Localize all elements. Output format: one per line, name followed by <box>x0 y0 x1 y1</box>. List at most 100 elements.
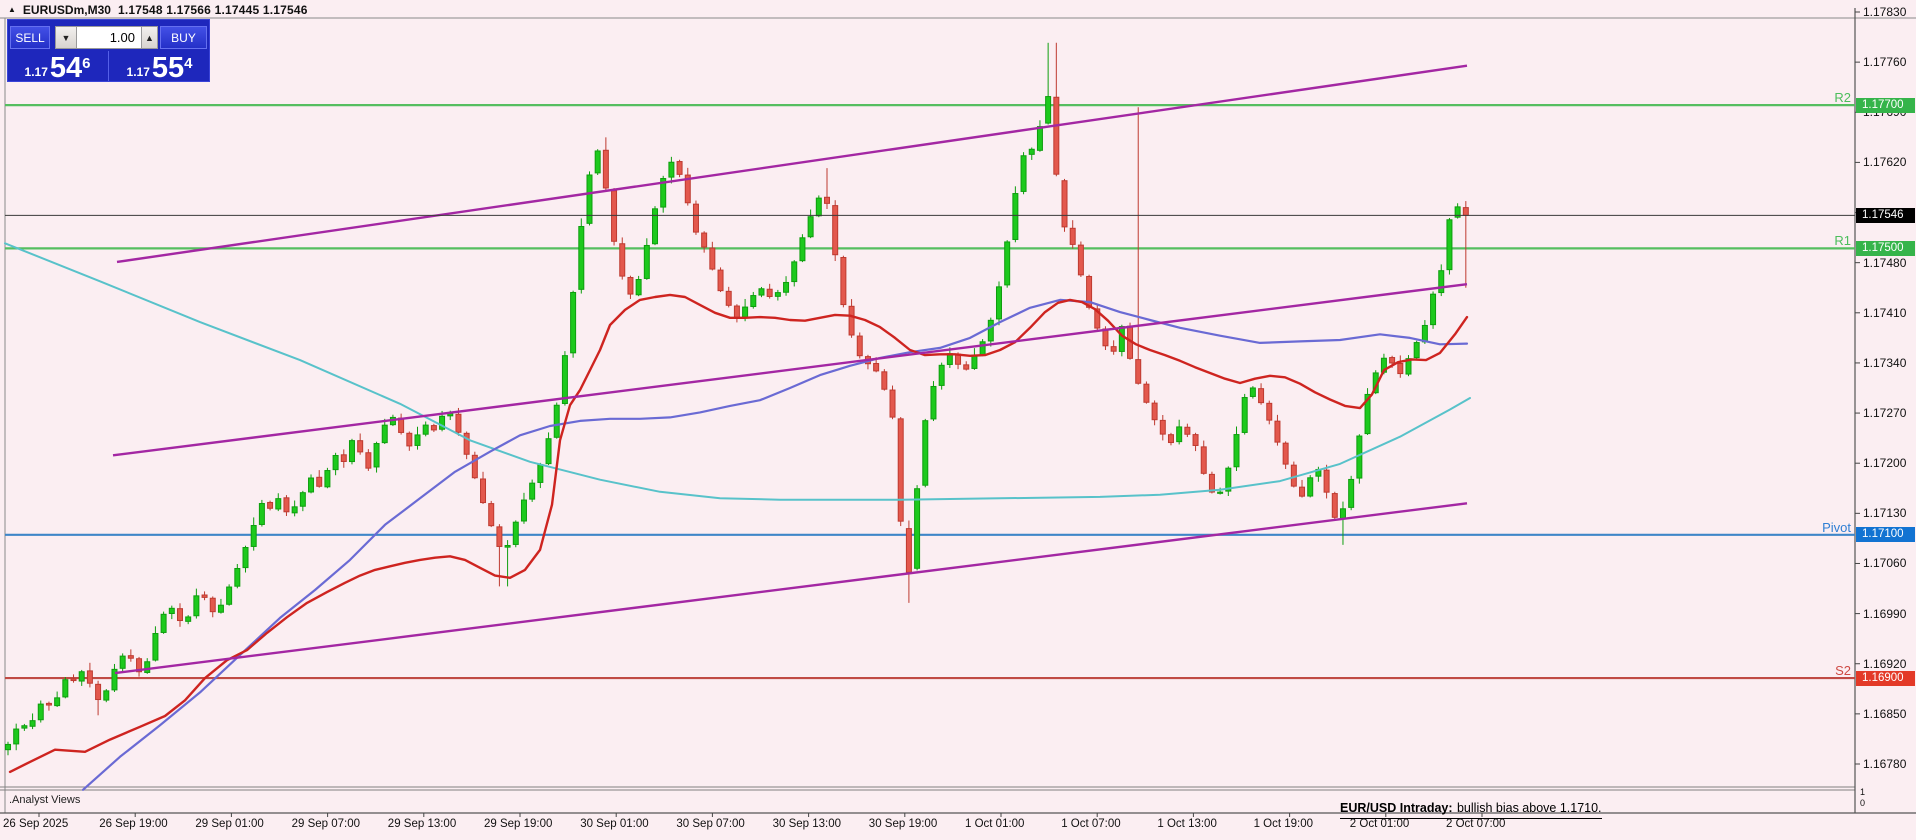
bid-price[interactable]: 1.17 54 6 <box>7 51 109 83</box>
price-tick-label: 1.17480 <box>1863 255 1907 270</box>
candle <box>848 305 855 336</box>
time-tick-label: 30 Sep 13:00 <box>772 818 842 830</box>
chart-title-bar: ▲ EURUSDm,M30 1.17548 1.17566 1.17445 1.… <box>8 2 308 17</box>
candle <box>250 525 257 547</box>
candle <box>348 440 355 463</box>
candle <box>54 697 61 707</box>
candle <box>1258 388 1265 404</box>
subwindow-scale-max: 1 <box>1860 787 1866 797</box>
candle <box>750 295 757 308</box>
candle <box>316 476 323 487</box>
candle <box>529 482 536 500</box>
buy-button[interactable]: BUY <box>160 26 207 49</box>
candle <box>504 544 511 548</box>
candle <box>1405 358 1412 375</box>
candle <box>1413 342 1420 359</box>
candle <box>463 432 470 455</box>
candle <box>979 341 986 356</box>
candle <box>987 319 994 342</box>
candle <box>1167 434 1174 444</box>
candle <box>381 424 388 444</box>
candles-layer[interactable] <box>5 42 1469 756</box>
candle <box>930 385 937 420</box>
price-tick-label: 1.17130 <box>1863 506 1907 521</box>
price-tick-label: 1.17830 <box>1863 5 1907 19</box>
candle <box>455 413 462 433</box>
indicator-subwindow-label: .Analyst Views <box>9 794 81 806</box>
candle <box>1110 346 1117 352</box>
price-tick-label: 1.16920 <box>1863 656 1907 671</box>
candle <box>422 424 429 435</box>
candle <box>832 205 839 256</box>
candle <box>119 655 126 669</box>
time-tick-label: 30 Sep 19:00 <box>868 818 938 830</box>
ma-line-fast-red[interactable] <box>8 293 1469 774</box>
candle <box>1045 96 1052 124</box>
candle <box>742 306 749 318</box>
level-name-s2: S2 <box>1835 663 1851 679</box>
candle <box>897 418 904 522</box>
trendline-channel-bottom[interactable] <box>114 502 1468 675</box>
candle <box>1143 383 1150 403</box>
time-tick-label: 1 Oct 19:00 <box>1253 818 1314 830</box>
candle <box>1339 508 1346 519</box>
candle <box>332 455 339 471</box>
candle <box>1241 397 1248 433</box>
ma-line-slow-cyan[interactable] <box>4 242 1471 501</box>
candle <box>643 244 650 279</box>
candle <box>578 225 585 290</box>
candle <box>275 498 282 510</box>
candle <box>1159 419 1166 435</box>
candle <box>136 658 143 673</box>
candle <box>1192 434 1199 446</box>
candle <box>520 499 527 522</box>
candle <box>373 443 380 468</box>
candle <box>340 454 347 462</box>
candle <box>692 203 699 233</box>
candle <box>185 616 192 622</box>
time-tick-label: 1 Oct 01:00 <box>965 818 1025 830</box>
candle <box>1430 293 1437 326</box>
candle <box>193 595 200 617</box>
candle <box>856 335 863 357</box>
volume-increase-icon[interactable]: ▲ <box>141 26 158 49</box>
price-tick-label: 1.17620 <box>1863 155 1907 170</box>
candle <box>840 257 847 306</box>
candle <box>570 291 577 354</box>
volume-decrease-icon[interactable]: ▼ <box>55 26 77 49</box>
candle <box>1274 420 1281 443</box>
candle <box>439 415 446 430</box>
candle <box>488 503 495 527</box>
candle <box>1020 155 1027 192</box>
candle <box>824 196 830 204</box>
trendline-channel-top[interactable] <box>116 64 1468 264</box>
candle <box>627 276 634 295</box>
candle <box>922 420 929 486</box>
sell-button[interactable]: SELL <box>10 26 50 49</box>
candle <box>1225 467 1232 492</box>
trendline-channel-middle[interactable] <box>112 282 1468 457</box>
ask-price[interactable]: 1.17 55 4 <box>109 51 210 83</box>
candle <box>1233 434 1240 468</box>
candle <box>1012 193 1019 240</box>
collapse-panel-icon[interactable]: ▲ <box>8 4 16 14</box>
price-tick-label: 1.16780 <box>1863 757 1907 771</box>
candle <box>78 671 85 682</box>
level-name-pivot: Pivot <box>1822 519 1851 535</box>
candle <box>709 247 716 270</box>
candle <box>152 633 159 661</box>
candle <box>1323 469 1330 493</box>
one-click-trading-panel: SELL ▼ ▲ BUY 1.17 54 6 1.17 55 4 <box>7 19 210 83</box>
candle <box>1364 393 1371 435</box>
candle <box>1462 207 1469 216</box>
volume-input[interactable] <box>77 26 141 49</box>
candle <box>324 470 331 488</box>
candle <box>725 290 732 306</box>
candle <box>226 586 233 605</box>
time-tick-label: 26 Sep 19:00 <box>99 818 168 830</box>
ma-line-medium-blue[interactable] <box>81 298 1469 791</box>
candle <box>1348 478 1355 508</box>
candle <box>1028 148 1035 155</box>
candle <box>103 690 110 701</box>
